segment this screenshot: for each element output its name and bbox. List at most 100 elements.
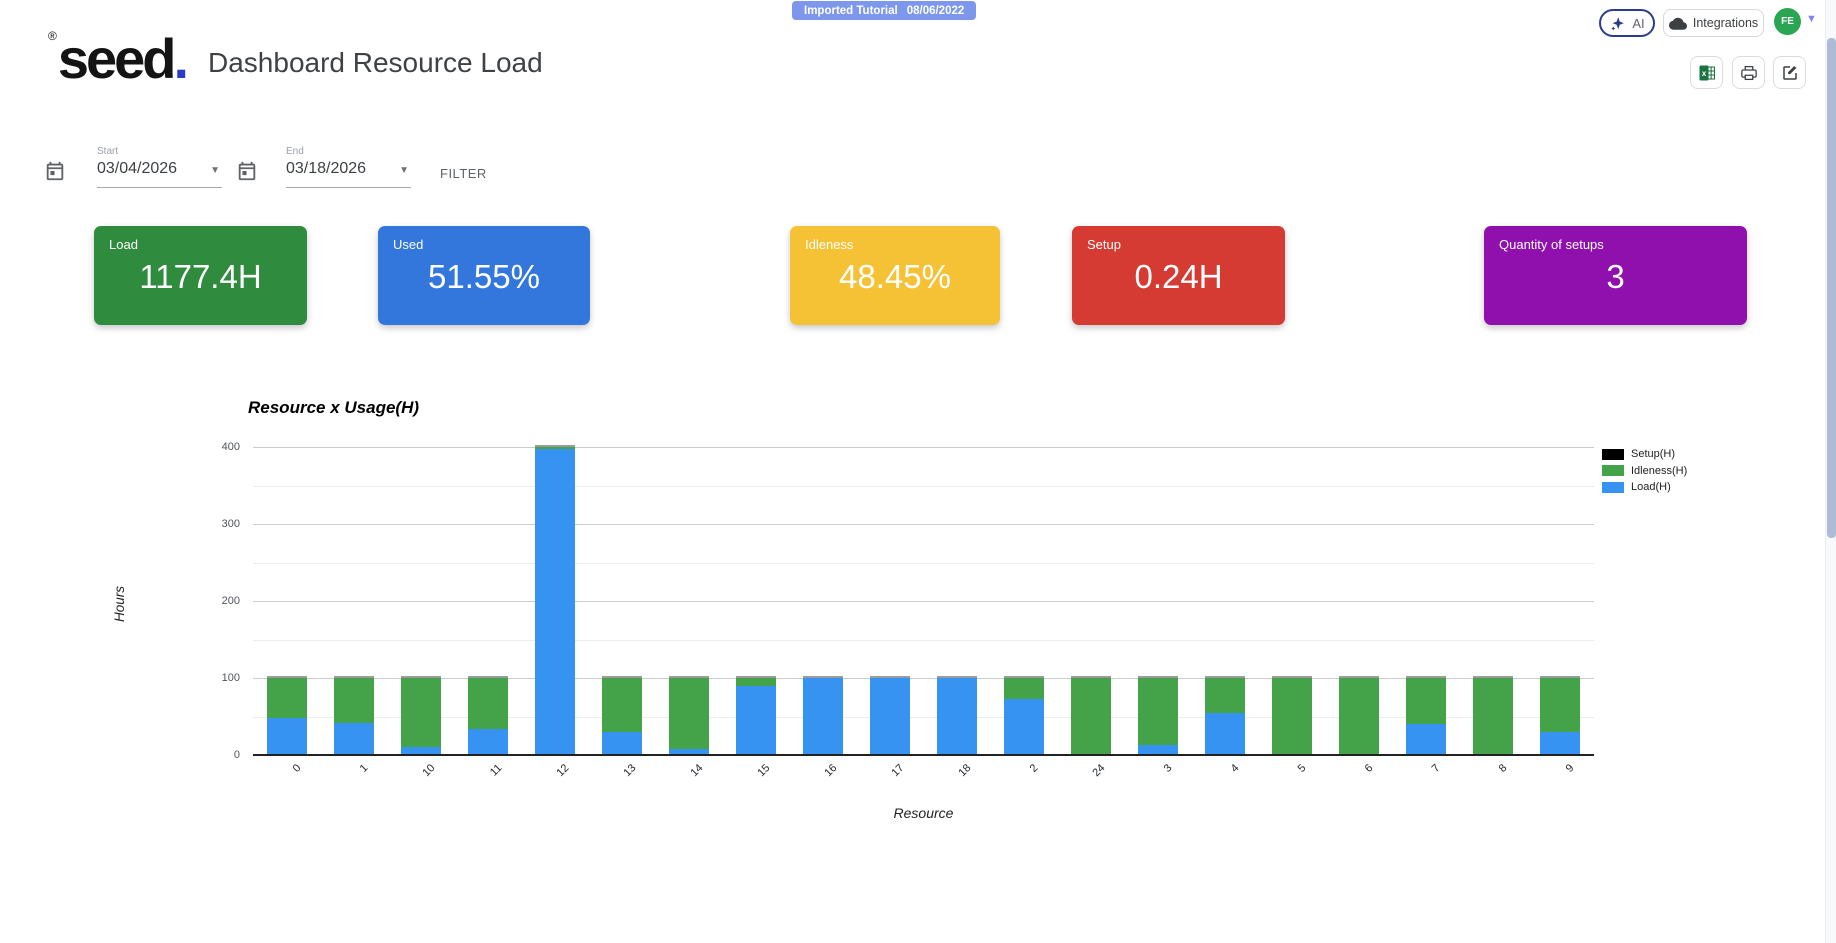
bar-top-cap [601,676,642,678]
bar-segment-loadh[interactable] [1205,712,1246,755]
bar-segment-idlenessh[interactable] [1473,678,1514,755]
x-tick-label: 12 [554,762,572,780]
bar-top-cap [534,445,575,447]
bar-segment-idlenessh[interactable] [1272,678,1313,755]
integrations-button[interactable]: Integrations [1663,9,1764,37]
bar-top-cap [467,676,508,678]
bar-segment-idlenessh[interactable] [1205,678,1246,713]
bar-segment-idlenessh[interactable] [668,678,709,749]
bar-segment-loadh[interactable] [1004,698,1045,755]
bar-segment-loadh[interactable] [1138,744,1179,755]
kpi-value: 48.45% [839,258,951,295]
avatar[interactable]: FE [1774,8,1801,35]
bar-segment-idlenessh[interactable] [1406,678,1447,725]
start-date-caret-icon[interactable]: ▼ [210,165,220,176]
bar-segment-loadh[interactable] [333,723,374,755]
x-axis-title: Resource [893,805,954,821]
y-axis-title: Hours [112,585,127,622]
y-tick-label: 300 [221,518,240,530]
bar-segment-loadh[interactable] [869,678,910,755]
x-tick-label: 1 [357,762,371,775]
start-calendar-icon[interactable] [44,160,66,187]
bar-segment-loadh[interactable] [534,449,575,755]
bar-segment-loadh[interactable] [668,748,709,755]
legend-item: Load(H) [1602,481,1671,493]
page-title: Dashboard Resource Load [208,47,543,78]
bar-top-cap [266,676,307,678]
x-tick-label: 8 [1497,762,1510,775]
ai-button-label: AI [1632,15,1645,31]
bar-top-cap [668,676,709,678]
logo-dot: . [173,27,190,90]
vertical-scrollbar-track[interactable] [1825,0,1836,943]
bar-segment-idlenessh[interactable] [1138,678,1179,745]
bar-segment-loadh[interactable] [601,731,642,755]
x-tick-label: 2 [1027,762,1041,775]
kpi-card-quantity-of-setups: Quantity of setups 3 [1484,226,1747,325]
start-date-field[interactable]: Start 03/04/2026 ▼ [97,146,222,188]
print-icon [1740,64,1758,82]
end-date-caret-icon[interactable]: ▼ [399,165,409,176]
minor-gridline [253,716,1594,718]
bar-segment-idlenessh[interactable] [400,678,441,748]
kpi-value: 51.55% [428,258,540,295]
bar-segment-loadh[interactable] [467,728,508,755]
kpi-card-used: Used 51.55% [378,226,590,325]
bar-segment-loadh[interactable] [802,678,843,755]
x-tick-label: 16 [822,762,840,780]
filter-button[interactable]: FILTER [440,166,487,181]
bar-segment-idlenessh[interactable] [735,678,776,687]
bar-segment-idlenessh[interactable] [1339,678,1380,755]
major-gridline [253,601,1594,602]
bar-segment-loadh[interactable] [1540,731,1581,755]
bar-segment-loadh[interactable] [266,718,307,755]
bar-segment-idlenessh[interactable] [1540,678,1581,732]
bar-segment-idlenessh[interactable] [266,678,307,719]
vertical-scrollbar-thumb[interactable] [1827,38,1836,538]
bar-top-cap [937,676,978,678]
legend-item: Setup(H) [1602,448,1675,460]
bar-top-cap [1473,676,1514,678]
minor-gridline [253,485,1594,487]
chart-title: Resource x Usage(H) [248,398,420,417]
legend-label: Setup(H) [1631,448,1676,460]
bar-segment-loadh[interactable] [735,686,776,755]
bar-segment-idlenessh[interactable] [1071,678,1112,755]
end-date-field[interactable]: End 03/18/2026 ▼ [286,146,411,188]
avatar-initials: FE [1781,16,1794,27]
end-calendar-icon[interactable] [236,160,258,187]
avatar-menu-caret-icon[interactable]: ▼ [1806,13,1817,25]
export-excel-button[interactable]: x [1690,56,1723,89]
logo-text: seed [57,27,177,90]
legend-label: Load(H) [1631,481,1671,493]
kpi-card-setup: Setup 0.24H [1072,226,1285,325]
x-tick-label: 14 [688,762,706,780]
end-date-label: End [286,146,304,157]
legend-label: Idleness(H) [1631,464,1688,477]
ai-button[interactable]: AI [1599,9,1655,37]
bar-segment-loadh[interactable] [937,678,978,755]
bar-top-cap [802,676,843,678]
bar-segment-loadh[interactable] [400,747,441,755]
x-tick-label: 7 [1430,762,1443,775]
x-axis-line [253,754,1594,756]
bar-segment-idlenessh[interactable] [1004,678,1045,699]
bar-top-cap [400,676,441,678]
bar-segment-idlenessh[interactable] [534,447,575,450]
bar-segment-idlenessh[interactable] [467,678,508,729]
x-tick-label: 0 [290,762,304,775]
cloud-icon [1668,16,1687,30]
print-button[interactable] [1732,56,1765,89]
kpi-label: Used [393,237,424,252]
bar-segment-loadh[interactable] [1406,724,1447,755]
sparkle-icon [1609,15,1626,32]
major-gridline [253,447,1594,448]
edit-button[interactable] [1773,56,1806,89]
x-tick-label: 11 [487,762,505,779]
imported-tutorial-badge: Imported Tutorial 08/06/2022 [792,1,977,20]
bar-segment-idlenessh[interactable] [601,678,642,732]
bar-top-cap [1205,676,1246,678]
kpi-label: Setup [1087,237,1121,252]
bar-segment-idlenessh[interactable] [333,678,374,724]
legend-swatch [1602,465,1624,476]
